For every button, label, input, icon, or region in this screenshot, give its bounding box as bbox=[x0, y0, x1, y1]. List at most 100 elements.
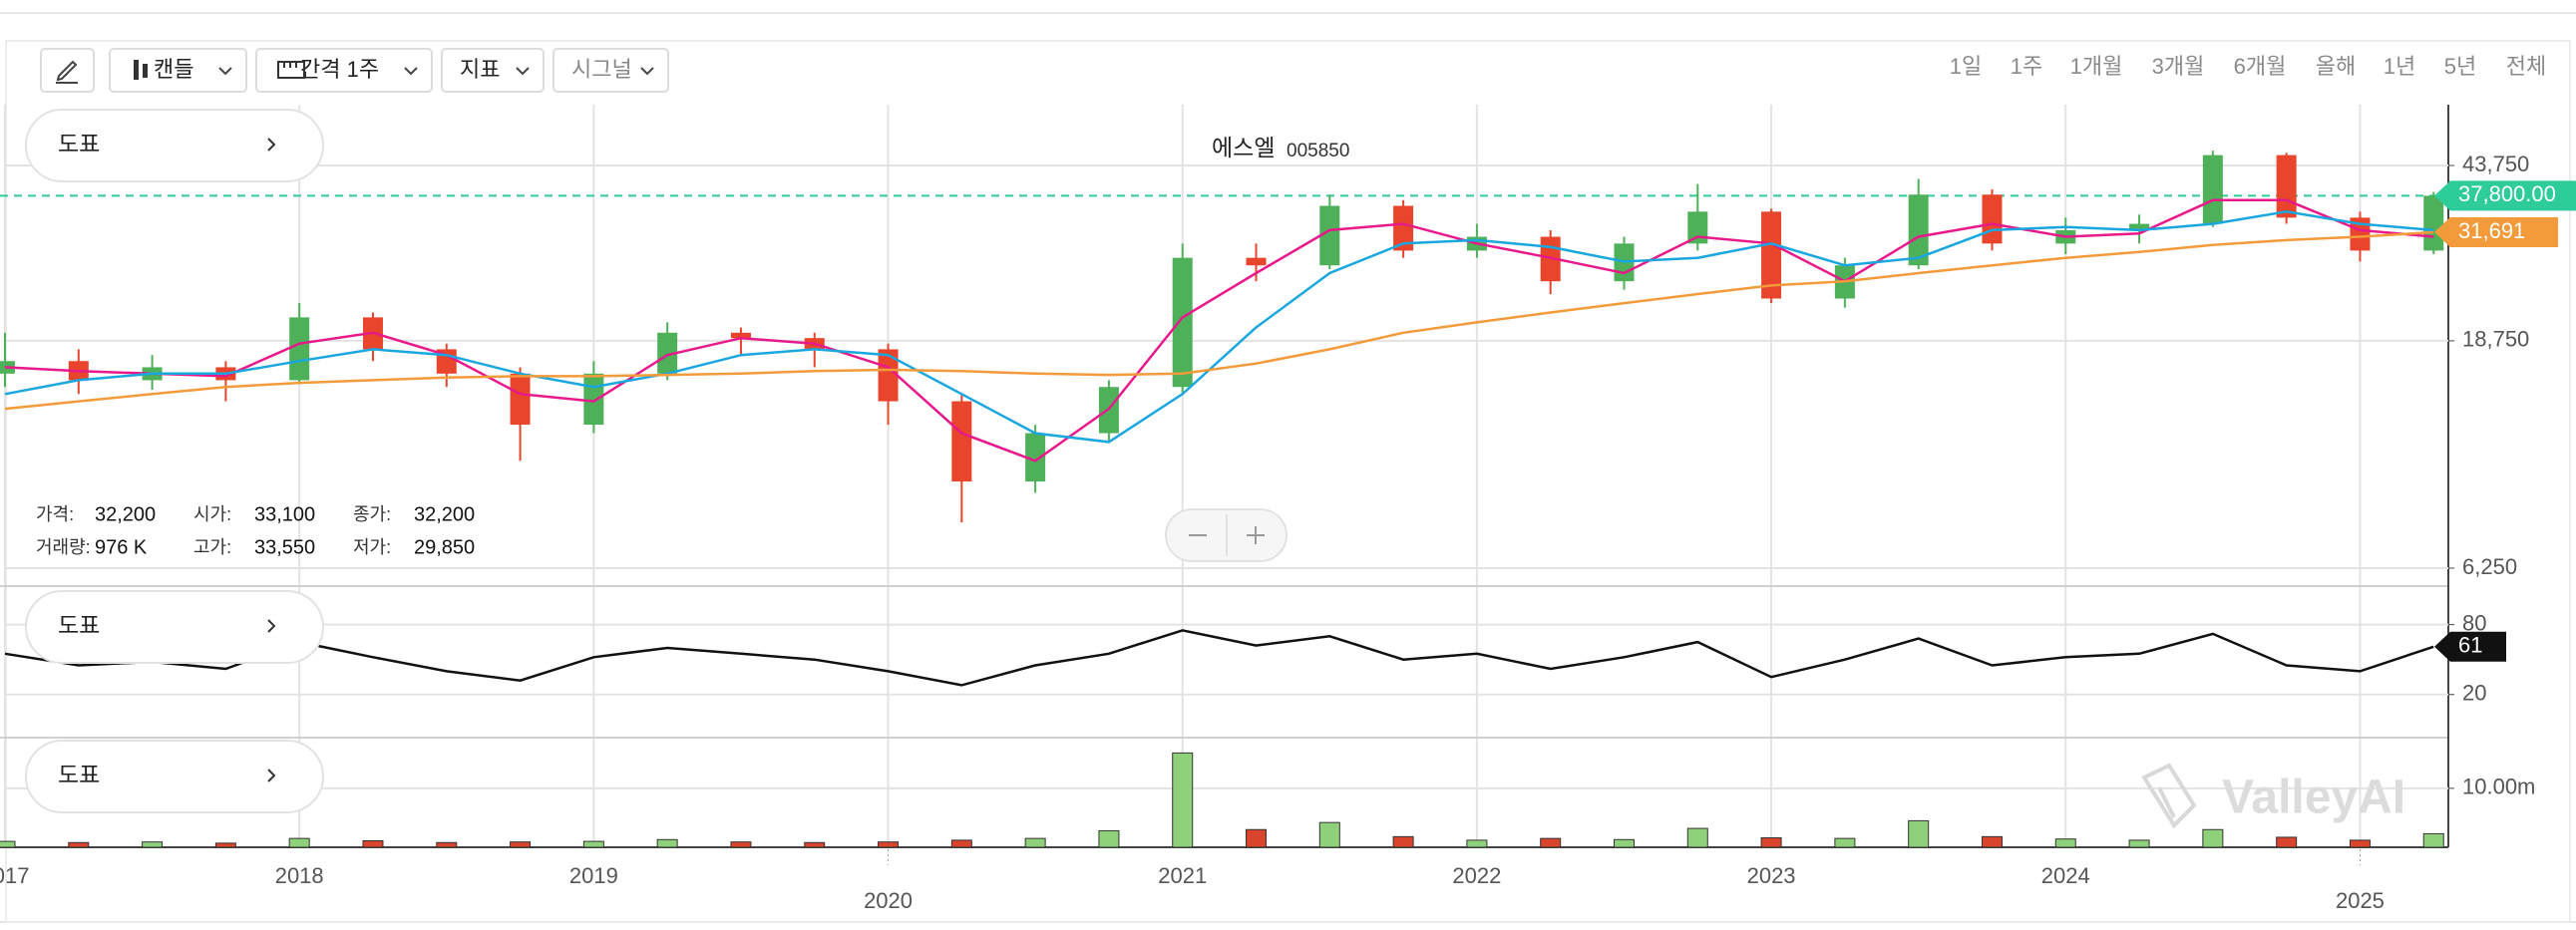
y-tick-label: 10.00m bbox=[2462, 775, 2535, 799]
chart-subtitle: 005850 bbox=[1287, 141, 1349, 161]
pencil-icon bbox=[56, 60, 78, 84]
info-value: 32,200 bbox=[95, 503, 156, 525]
candle-body bbox=[583, 373, 604, 426]
info-label: 종가: bbox=[353, 504, 391, 524]
toolbar-label: 시그널 bbox=[571, 57, 632, 82]
range-button[interactable]: 1개월 bbox=[2070, 54, 2123, 79]
candle-body bbox=[2350, 217, 2371, 251]
volume-bar bbox=[510, 841, 532, 848]
candle-body bbox=[730, 332, 751, 339]
candle-icon bbox=[143, 64, 148, 78]
chart-panel-card[interactable] bbox=[25, 740, 324, 813]
volume-bar bbox=[1834, 837, 1856, 848]
x-tick-label: 2025 bbox=[2336, 888, 2385, 913]
chart-panel-card[interactable] bbox=[25, 109, 324, 182]
range-button[interactable]: 5년 bbox=[2444, 54, 2476, 79]
candle-body bbox=[1246, 257, 1267, 266]
volume-bar bbox=[362, 839, 384, 848]
volume-bar bbox=[1318, 821, 1340, 848]
info-value: 29,850 bbox=[414, 536, 475, 558]
range-button[interactable]: 1일 bbox=[1950, 54, 1982, 79]
candle-body bbox=[1319, 205, 1340, 266]
volume-bar bbox=[1098, 829, 1120, 848]
indicator-line bbox=[4, 629, 2434, 687]
draw-tool-button[interactable] bbox=[40, 48, 95, 93]
y-tick-label: 6,250 bbox=[2462, 554, 2517, 579]
info-value: 32,200 bbox=[414, 503, 475, 525]
info-label: 저가: bbox=[353, 537, 391, 557]
range-button[interactable]: 올해 bbox=[2316, 54, 2356, 79]
price-tag bbox=[2434, 180, 2576, 211]
info-label: 거래량: bbox=[36, 537, 91, 557]
info-label: 고가: bbox=[193, 537, 231, 557]
moving-average-line bbox=[4, 230, 2434, 411]
candle-body bbox=[2276, 155, 2297, 218]
range-button[interactable]: 1년 bbox=[2384, 54, 2415, 79]
volume-bar bbox=[1540, 837, 1562, 848]
volume-bar bbox=[2422, 832, 2444, 848]
volume-bar bbox=[2202, 828, 2224, 848]
watermark-logo bbox=[2141, 763, 2197, 829]
toolbar-button[interactable] bbox=[109, 48, 247, 93]
candle-icon bbox=[134, 60, 139, 80]
watermark: ValleyAI bbox=[2222, 772, 2405, 824]
candle-body bbox=[1393, 205, 1414, 251]
toolbar-button[interactable] bbox=[255, 48, 433, 93]
volume-bar bbox=[1024, 837, 1046, 848]
dropdown-chevron bbox=[516, 67, 530, 76]
candle-body bbox=[2202, 155, 2223, 224]
volume-bar bbox=[2128, 839, 2150, 848]
toolbar-button[interactable] bbox=[552, 48, 669, 93]
x-tick-label: 2018 bbox=[275, 863, 324, 888]
x-tick-label: 2024 bbox=[2041, 863, 2090, 888]
indicator-tag bbox=[2434, 631, 2506, 662]
chevron-right bbox=[267, 619, 276, 633]
moving-average-line bbox=[4, 198, 2434, 463]
x-tick-label: 2020 bbox=[864, 888, 913, 913]
chart-panel-card[interactable] bbox=[25, 590, 324, 664]
candle-body bbox=[878, 349, 899, 402]
volume-bar bbox=[950, 839, 972, 848]
y-tick-label: 43,750 bbox=[2462, 152, 2529, 176]
chart-panel-label: 도표 bbox=[58, 131, 100, 156]
volume-bar bbox=[656, 838, 678, 848]
volume-bar bbox=[730, 841, 752, 848]
volume-bar bbox=[436, 841, 458, 848]
ma-tag-label: 31,691 bbox=[2458, 218, 2525, 243]
dropdown-chevron bbox=[404, 67, 418, 76]
zoom-in[interactable] bbox=[1247, 526, 1265, 544]
toolbar-button[interactable] bbox=[441, 48, 545, 93]
candle-body bbox=[1761, 211, 1782, 299]
candle-body bbox=[2129, 223, 2150, 230]
chart-title: 에스엘 bbox=[1212, 135, 1275, 160]
candle-body bbox=[2423, 195, 2444, 251]
candle-body bbox=[1687, 211, 1708, 244]
candle-body bbox=[1172, 257, 1193, 388]
volume-bar bbox=[0, 840, 16, 848]
chart-panel-label: 도표 bbox=[58, 762, 100, 787]
chevron-right bbox=[267, 769, 276, 782]
x-tick-label: 2019 bbox=[569, 863, 618, 888]
volume-bar bbox=[1172, 752, 1194, 848]
candle-body bbox=[657, 332, 678, 374]
volume-bar bbox=[1392, 835, 1414, 848]
volume-bar bbox=[1686, 827, 1708, 848]
info-value: 33,550 bbox=[254, 536, 315, 558]
chart-panel-label: 도표 bbox=[58, 612, 100, 638]
toolbar-label: 캔들 bbox=[154, 57, 193, 82]
range-button[interactable]: 전체 bbox=[2506, 54, 2546, 79]
volume-bar bbox=[1246, 828, 1268, 848]
volume-bar bbox=[2054, 838, 2076, 848]
candle-body bbox=[1908, 194, 1929, 266]
range-button[interactable]: 3개월 bbox=[2152, 54, 2205, 79]
volume-bar bbox=[582, 840, 604, 848]
x-tick-label: 2021 bbox=[1158, 863, 1207, 888]
x-tick-label: 2017 bbox=[0, 863, 29, 888]
volume-bar bbox=[804, 841, 826, 848]
volume-bar bbox=[1466, 839, 1488, 848]
range-button[interactable]: 6개월 bbox=[2234, 54, 2287, 79]
price-tag-label: 37,800.00 bbox=[2458, 181, 2556, 206]
range-button[interactable]: 1주 bbox=[2011, 54, 2042, 79]
